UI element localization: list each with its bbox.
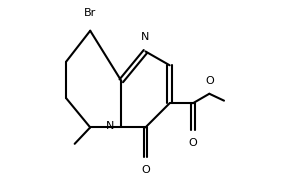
Text: O: O [205, 76, 214, 86]
Text: Br: Br [84, 8, 96, 18]
Text: O: O [189, 138, 197, 148]
Text: O: O [141, 165, 150, 175]
Text: N: N [140, 32, 149, 42]
Text: N: N [106, 121, 114, 131]
